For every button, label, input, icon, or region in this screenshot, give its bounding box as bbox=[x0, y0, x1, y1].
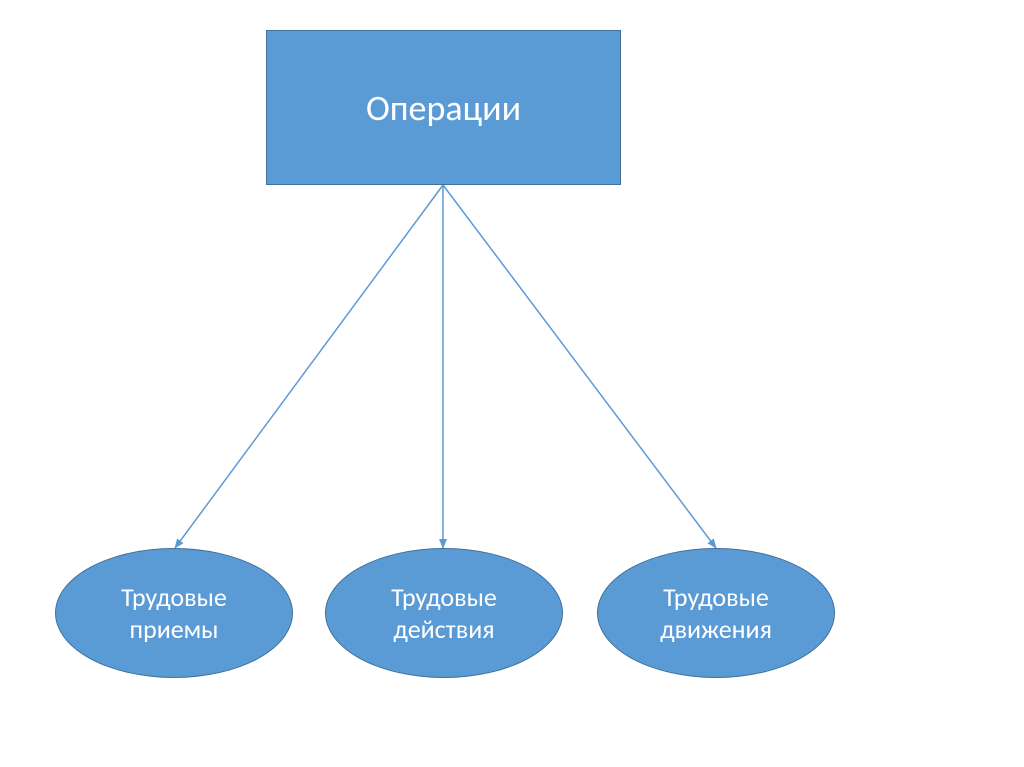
child-node: Трудовые приемы bbox=[55, 548, 293, 678]
root-node: Операции bbox=[266, 30, 621, 185]
child-node: Трудовые действия bbox=[325, 548, 563, 678]
root-node-label: Операции bbox=[366, 86, 521, 130]
child-node-label: Трудовые действия bbox=[391, 581, 497, 645]
child-node-label: Трудовые движения bbox=[660, 581, 772, 645]
edge-line bbox=[175, 185, 443, 548]
child-node-label: Трудовые приемы bbox=[121, 581, 227, 645]
child-node: Трудовые движения bbox=[597, 548, 835, 678]
edge-line bbox=[443, 185, 716, 548]
